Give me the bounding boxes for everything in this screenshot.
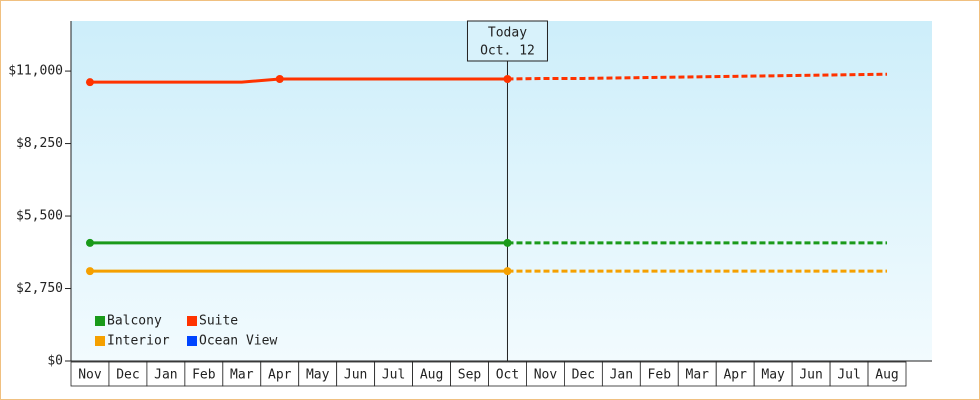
x-tick-box: [450, 361, 489, 387]
x-tick-label: Nov: [534, 368, 558, 383]
plot-area: [71, 21, 932, 361]
y-tick-label: $11,000: [8, 64, 63, 79]
x-tick-box: [184, 361, 224, 387]
legend-swatch: [187, 336, 197, 346]
x-tick-box: [829, 361, 869, 387]
x-tick-box: [867, 361, 907, 387]
point: [275, 74, 284, 83]
point: [503, 238, 512, 247]
x-tick-box: [564, 361, 603, 387]
today-title: Today: [488, 26, 527, 41]
y-tick-label: $0: [47, 354, 63, 369]
x-tick-box: [146, 361, 186, 387]
point: [503, 267, 512, 276]
today-date: Oct. 12: [480, 44, 535, 59]
x-tick-box: [791, 361, 831, 387]
x-tick-label: Jul: [837, 368, 860, 383]
x-tick-box: [222, 361, 262, 387]
legend-swatch: [95, 316, 105, 326]
x-tick-label: Mar: [686, 368, 710, 383]
x-tick-box: [70, 361, 110, 387]
x-tick-label: Nov: [78, 368, 102, 383]
today-box: [466, 20, 548, 62]
x-tick-label: Dec: [572, 368, 595, 383]
legend-label: Suite: [199, 314, 238, 329]
x-tick-label: May: [761, 368, 785, 383]
x-tick-box: [677, 361, 717, 387]
y-tick-label: $5,500: [16, 209, 63, 224]
x-tick-label: Jun: [799, 368, 822, 383]
x-tick-label: Mar: [230, 368, 254, 383]
x-tick-box: [374, 361, 413, 387]
point: [85, 78, 94, 87]
x-tick-label: Jan: [154, 368, 177, 383]
x-tick-label: Sep: [458, 368, 482, 383]
point: [503, 74, 512, 83]
x-tick-label: Apr: [268, 368, 292, 383]
x-tick-label: Feb: [192, 368, 216, 383]
x-tick-label: Aug: [875, 368, 898, 383]
x-tick-label: Apr: [723, 368, 747, 383]
x-tick-label: Aug: [420, 368, 443, 383]
x-tick-label: Feb: [648, 368, 672, 383]
x-tick-box: [753, 361, 793, 387]
forecast-line: [507, 72, 888, 81]
legend-label: Balcony: [107, 314, 162, 329]
x-tick-label: Oct: [496, 368, 519, 383]
legend-swatch: [95, 336, 105, 346]
x-tick-label: Jan: [610, 368, 633, 383]
x-tick-box: [639, 361, 679, 387]
y-tick-label: $8,250: [16, 136, 63, 151]
x-tick-label: Jun: [344, 368, 367, 383]
y-tick-label: $2,750: [16, 281, 63, 296]
x-tick-box: [260, 361, 300, 387]
legend-label: Interior: [107, 334, 170, 349]
point: [85, 238, 94, 247]
x-tick-label: May: [306, 368, 330, 383]
x-tick-label: Dec: [116, 368, 139, 383]
legend-label: Ocean View: [199, 334, 277, 349]
point: [85, 267, 94, 276]
x-tick-label: Jul: [382, 368, 405, 383]
series-line: [89, 77, 508, 84]
legend-swatch: [187, 316, 197, 326]
x-tick-box: [526, 361, 565, 387]
x-tick-box: [108, 361, 148, 387]
